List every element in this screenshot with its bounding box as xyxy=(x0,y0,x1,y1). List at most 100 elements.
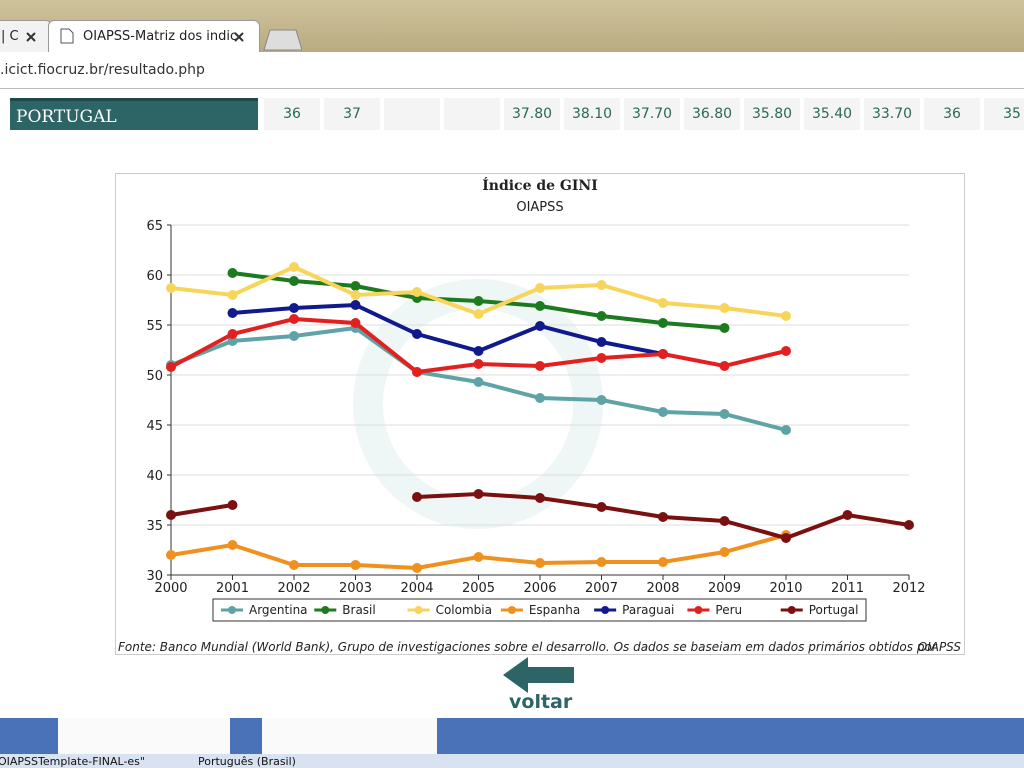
point xyxy=(473,296,484,306)
legend xyxy=(212,598,867,622)
x-tick-label: 2008 xyxy=(646,581,679,596)
row-label: PORTUGAL xyxy=(10,98,258,130)
legend-swatch xyxy=(414,606,423,614)
legend-swatch xyxy=(228,606,236,614)
point xyxy=(227,540,238,550)
point xyxy=(719,547,730,557)
cell: 36 xyxy=(264,98,320,130)
button-label: voltar xyxy=(509,691,573,713)
point xyxy=(412,563,422,573)
point xyxy=(350,318,361,328)
cell: 35.40 xyxy=(804,98,860,130)
cell: 36.80 xyxy=(684,98,740,130)
point xyxy=(350,300,361,310)
point xyxy=(166,283,176,293)
legend-label: Espanha xyxy=(529,603,580,617)
legend-swatch xyxy=(507,606,516,614)
legend-label: Argentina xyxy=(249,603,308,617)
point xyxy=(289,262,299,272)
x-tick-label: 2006 xyxy=(523,581,556,596)
new-tab[interactable] xyxy=(262,28,302,52)
chart-title: Índice de GINI xyxy=(482,176,598,194)
point xyxy=(473,346,484,356)
legend-label: Peru xyxy=(715,603,742,617)
url[interactable]: .icict.fiocruz.br/resultado.php xyxy=(0,62,205,78)
x-tick-label: 2010 xyxy=(769,581,802,596)
back-button[interactable]: voltar xyxy=(500,655,580,715)
point xyxy=(535,393,545,403)
point xyxy=(781,346,791,356)
point xyxy=(473,489,484,499)
cell xyxy=(384,98,440,130)
point xyxy=(535,558,545,568)
point xyxy=(904,520,914,530)
legend-swatch xyxy=(321,606,330,614)
point xyxy=(596,395,607,405)
back-arrow xyxy=(503,657,574,693)
x-tick-label: 2007 xyxy=(585,581,618,596)
point xyxy=(350,290,361,300)
tab-title: OIAPSS-Matriz dos indic xyxy=(83,29,238,44)
point xyxy=(596,337,607,347)
y-tick-label: 60 xyxy=(146,269,163,284)
cell: 38.10 xyxy=(564,98,620,130)
x-tick-label: 2001 xyxy=(216,581,249,596)
watermark xyxy=(353,279,603,529)
point xyxy=(781,533,791,543)
point xyxy=(719,409,730,419)
series-line xyxy=(170,533,787,571)
point xyxy=(227,290,238,300)
y-tick-label: 30 xyxy=(146,569,163,584)
point xyxy=(596,502,607,512)
point xyxy=(596,311,607,321)
point xyxy=(289,303,299,313)
point xyxy=(473,309,484,319)
language[interactable]: Português (Brasil) xyxy=(198,755,296,768)
x-tick-label: 2011 xyxy=(831,581,864,596)
point xyxy=(596,557,607,567)
x-tick-label: 2003 xyxy=(339,581,372,596)
credit: OIAPSS xyxy=(918,640,962,654)
cell: 37 xyxy=(324,98,380,130)
chart-subtitle: OIAPSS xyxy=(516,200,563,215)
cell: 33.70 xyxy=(864,98,920,130)
y-tick-label: 55 xyxy=(146,319,163,334)
task-item[interactable]: OIAPSSTemplate-FINAL-es" xyxy=(0,755,145,768)
page-icon xyxy=(60,28,74,44)
footnote: Fonte: Banco Mundial (World Bank), Grupo… xyxy=(118,640,938,654)
point xyxy=(658,557,668,567)
point xyxy=(289,276,299,286)
series-line xyxy=(232,302,664,356)
legend-swatch xyxy=(694,606,703,614)
slide-thumb xyxy=(58,718,230,754)
point xyxy=(596,353,607,363)
point xyxy=(166,510,176,520)
cell: 36 xyxy=(924,98,980,130)
point xyxy=(781,425,791,435)
point xyxy=(842,510,853,520)
slide-thumb xyxy=(262,718,437,754)
point xyxy=(412,492,422,502)
point xyxy=(289,331,299,341)
point xyxy=(781,311,791,321)
tab[interactable]: | C xyxy=(0,20,52,53)
taskbar: OIAPSSTemplate-FINAL-es" Português (Bras… xyxy=(0,718,1024,768)
point xyxy=(535,321,545,331)
active-tab[interactable]: OIAPSS-Matriz dos indic xyxy=(48,20,260,52)
point xyxy=(658,407,668,417)
point xyxy=(719,303,730,313)
close-tab[interactable] xyxy=(232,30,246,44)
point xyxy=(535,283,545,293)
table-row: PORTUGAL 36 37 37.80 38.10 37.70 36.80 35.80 35.… xyxy=(0,96,1024,132)
point xyxy=(473,359,484,369)
point xyxy=(227,329,238,339)
close-tab[interactable] xyxy=(24,30,38,44)
legend-label: Paraguai xyxy=(622,603,674,617)
x-tick-label: 2002 xyxy=(277,581,310,596)
cell: 35.80 xyxy=(744,98,800,130)
x-tick-label: 2009 xyxy=(708,581,741,596)
point xyxy=(719,323,730,333)
status-bar xyxy=(0,754,1024,768)
cell xyxy=(444,98,500,130)
